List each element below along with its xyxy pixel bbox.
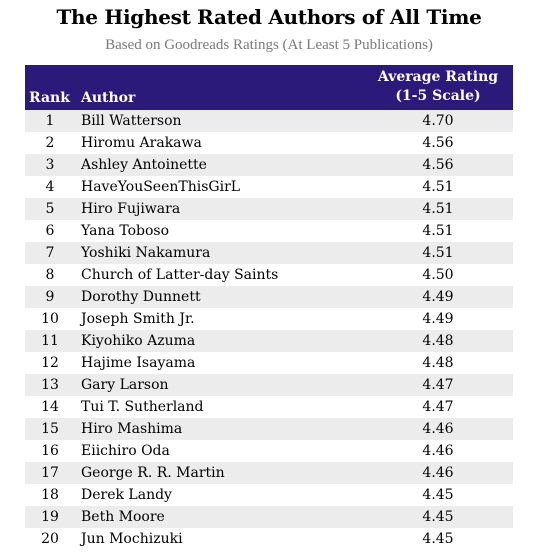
header-rating-line2: (1-5 Scale)	[395, 88, 481, 104]
rank-cell: 14	[41, 399, 59, 415]
rank-cell: 1	[45, 113, 55, 129]
rank-cell: 15	[41, 421, 59, 437]
table-row: 20 Jun Mochizuki 4.45	[25, 528, 513, 550]
rank-cell: 3	[45, 157, 55, 173]
rank-cell: 7	[45, 245, 55, 261]
header-rating: Average Rating (1-5 Scale)	[373, 68, 503, 106]
header-author: Author	[81, 90, 136, 106]
rating-cell: 4.49	[422, 311, 454, 327]
author-cell: Bill Watterson	[81, 113, 182, 129]
rank-cell: 20	[41, 531, 59, 547]
table-row: 9 Dorothy Dunnett 4.49	[25, 286, 513, 308]
header-rank: Rank	[29, 90, 70, 106]
author-cell: Hiro Fujiwara	[81, 201, 181, 217]
author-cell: Ashley Antoinette	[81, 157, 207, 173]
author-cell: Derek Landy	[81, 487, 172, 503]
rating-cell: 4.46	[422, 421, 454, 437]
rank-cell: 12	[41, 355, 59, 371]
rating-cell: 4.51	[422, 179, 454, 195]
rating-cell: 4.46	[422, 465, 454, 481]
table-row: 1 Bill Watterson 4.70	[25, 110, 513, 132]
table-row: 7 Yoshiki Nakamura 4.51	[25, 242, 513, 264]
rank-cell: 19	[41, 509, 59, 525]
chart-subtitle: Based on Goodreads Ratings (At Least 5 P…	[105, 37, 433, 53]
author-cell: Joseph Smith Jr.	[81, 311, 195, 327]
author-cell: Jun Mochizuki	[81, 531, 183, 547]
rank-cell: 16	[41, 443, 59, 459]
rank-cell: 4	[45, 179, 55, 195]
rank-cell: 10	[41, 311, 59, 327]
table-row: 19 Beth Moore 4.45	[25, 506, 513, 528]
author-cell: Hajime Isayama	[81, 355, 196, 371]
rank-cell: 5	[45, 201, 55, 217]
table-row: 17 George R. R. Martin 4.46	[25, 462, 513, 484]
chart-title: The Highest Rated Authors of All Time	[56, 5, 482, 29]
table-body: 1 Bill Watterson 4.70 2 Hiromu Arakawa 4.56 3 A…	[25, 110, 513, 550]
rating-cell: 4.45	[422, 531, 454, 547]
table-row: 14 Tui T. Sutherland 4.47	[25, 396, 513, 418]
author-cell: Eiichiro Oda	[81, 443, 170, 459]
table-header: Rank Author Average Rating (1-5 Scale)	[25, 65, 513, 110]
rank-cell: 18	[41, 487, 59, 503]
rating-cell: 4.47	[422, 377, 454, 393]
rank-cell: 13	[41, 377, 59, 393]
author-cell: HaveYouSeenThisGirL	[81, 179, 241, 195]
author-cell: Hiromu Arakawa	[81, 135, 202, 151]
table-row: 11 Kiyohiko Azuma 4.48	[25, 330, 513, 352]
rank-cell: 6	[45, 223, 55, 239]
table-row: 16 Eiichiro Oda 4.46	[25, 440, 513, 462]
rank-cell: 8	[45, 267, 55, 283]
table-row: 2 Hiromu Arakawa 4.56	[25, 132, 513, 154]
rating-cell: 4.50	[422, 267, 454, 283]
rating-cell: 4.47	[422, 399, 454, 415]
author-cell: George R. R. Martin	[81, 465, 225, 481]
rating-cell: 4.48	[422, 355, 454, 371]
rank-cell: 9	[45, 289, 55, 305]
rating-cell: 4.49	[422, 289, 454, 305]
author-cell: Hiro Mashima	[81, 421, 183, 437]
header-rating-line1: Average Rating	[377, 69, 499, 85]
rating-cell: 4.70	[422, 113, 454, 129]
table-row: 15 Hiro Mashima 4.46	[25, 418, 513, 440]
table-row: 18 Derek Landy 4.45	[25, 484, 513, 506]
rank-cell: 17	[41, 465, 59, 481]
rating-cell: 4.46	[422, 443, 454, 459]
author-cell: Church of Latter-day Saints	[81, 267, 279, 283]
author-cell: Yana Toboso	[81, 223, 169, 239]
author-cell: Tui T. Sutherland	[81, 399, 204, 415]
author-cell: Dorothy Dunnett	[81, 289, 201, 305]
table-row: 10 Joseph Smith Jr. 4.49	[25, 308, 513, 330]
rating-cell: 4.48	[422, 333, 454, 349]
table-row: 5 Hiro Fujiwara 4.51	[25, 198, 513, 220]
table-row: 13 Gary Larson 4.47	[25, 374, 513, 396]
ratings-table: Rank Author Average Rating (1-5 Scale) 1…	[25, 65, 513, 550]
rating-cell: 4.51	[422, 201, 454, 217]
table-row: 4 HaveYouSeenThisGirL 4.51	[25, 176, 513, 198]
author-cell: Kiyohiko Azuma	[81, 333, 196, 349]
table-row: 3 Ashley Antoinette 4.56	[25, 154, 513, 176]
rating-cell: 4.51	[422, 245, 454, 261]
rank-cell: 2	[45, 135, 55, 151]
rating-cell: 4.56	[422, 157, 454, 173]
author-cell: Beth Moore	[81, 509, 165, 525]
rating-cell: 4.51	[422, 223, 454, 239]
rating-cell: 4.56	[422, 135, 454, 151]
author-cell: Gary Larson	[81, 377, 169, 393]
rating-cell: 4.45	[422, 487, 454, 503]
table-row: 8 Church of Latter-day Saints 4.50	[25, 264, 513, 286]
rating-cell: 4.45	[422, 509, 454, 525]
table-row: 6 Yana Toboso 4.51	[25, 220, 513, 242]
author-cell: Yoshiki Nakamura	[81, 245, 211, 261]
rank-cell: 11	[41, 333, 59, 349]
table-row: 12 Hajime Isayama 4.48	[25, 352, 513, 374]
